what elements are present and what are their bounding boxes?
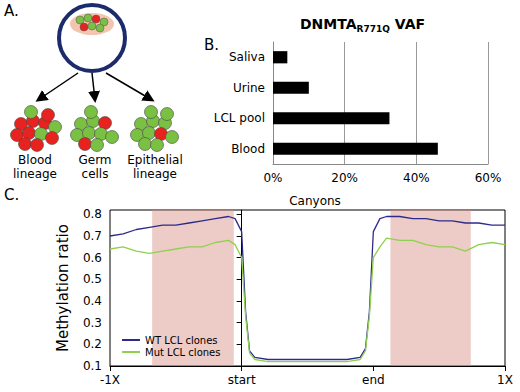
svg-text:60%: 60% bbox=[475, 171, 502, 185]
svg-text:0.1: 0.1 bbox=[83, 359, 102, 373]
svg-text:-1X: -1X bbox=[100, 373, 120, 387]
svg-text:Blood: Blood bbox=[231, 142, 265, 156]
svg-text:start: start bbox=[228, 373, 256, 387]
svg-text:Bloodlineage: Bloodlineage bbox=[13, 153, 57, 181]
svg-text:0.7: 0.7 bbox=[83, 229, 102, 243]
html-text:C.: C. bbox=[4, 186, 20, 204]
svg-text:DNMTA: DNMTA bbox=[300, 16, 357, 32]
svg-text:Mut LCL clones: Mut LCL clones bbox=[145, 347, 220, 358]
svg-text:Canyons: Canyons bbox=[289, 194, 341, 208]
svg-text:0%: 0% bbox=[263, 171, 282, 185]
svg-text:1X: 1X bbox=[497, 373, 513, 387]
svg-text:0.4: 0.4 bbox=[83, 294, 102, 308]
svg-text:WT LCL clones: WT LCL clones bbox=[145, 335, 218, 346]
svg-text:Methylation ratio: Methylation ratio bbox=[54, 224, 72, 352]
svg-text:0.8: 0.8 bbox=[83, 207, 102, 221]
html-text:A.: A. bbox=[4, 2, 19, 20]
svg-text:R771Q: R771Q bbox=[357, 24, 391, 34]
svg-text:Urine: Urine bbox=[233, 81, 265, 95]
svg-text:Epitheliallineage: Epitheliallineage bbox=[127, 153, 183, 181]
html-text:B.: B. bbox=[204, 36, 220, 54]
svg-text:Saliva: Saliva bbox=[229, 50, 265, 64]
svg-text:40%: 40% bbox=[403, 171, 430, 185]
svg-text:0.3: 0.3 bbox=[83, 316, 102, 330]
svg-text:LCL pool: LCL pool bbox=[214, 111, 265, 125]
svg-text:20%: 20% bbox=[331, 171, 358, 185]
svg-text:0.2: 0.2 bbox=[83, 337, 102, 351]
svg-text:VAF: VAF bbox=[390, 16, 425, 32]
svg-text:0.5: 0.5 bbox=[83, 272, 102, 286]
svg-text:end: end bbox=[362, 373, 385, 387]
svg-text:Germcells: Germcells bbox=[78, 153, 111, 181]
svg-text:0.6: 0.6 bbox=[83, 251, 102, 265]
